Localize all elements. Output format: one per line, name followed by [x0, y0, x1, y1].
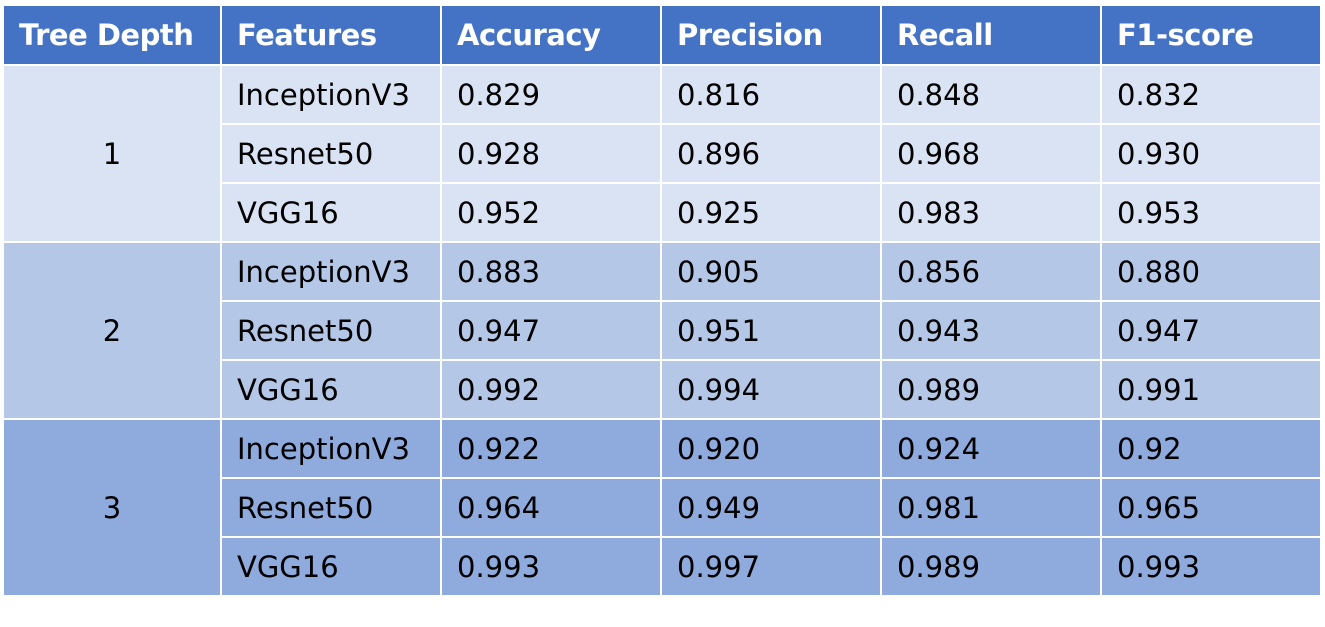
- precision-cell: 0.994: [660, 359, 882, 420]
- table-row: Resnet50 0.928 0.896 0.968 0.930: [3, 123, 1322, 184]
- feature-cell: InceptionV3: [220, 241, 442, 302]
- accuracy-cell: 0.964: [440, 477, 662, 538]
- feature-cell: InceptionV3: [220, 64, 442, 125]
- accuracy-cell: 0.952: [440, 182, 662, 243]
- header-row: Tree Depth Features Accuracy Precision R…: [2, 4, 1322, 66]
- f1-cell: 0.880: [1100, 241, 1322, 302]
- depth-cell: 1: [2, 64, 222, 243]
- f1-cell: 0.965: [1100, 477, 1322, 538]
- accuracy-cell: 0.829: [440, 64, 662, 125]
- header-recall: Recall: [880, 4, 1102, 66]
- precision-cell: 0.920: [660, 418, 882, 479]
- precision-cell: 0.816: [660, 64, 882, 125]
- table-row: VGG16 0.952 0.925 0.983 0.953: [3, 182, 1322, 243]
- precision-cell: 0.925: [660, 182, 882, 243]
- feature-cell: Resnet50: [220, 123, 442, 184]
- table-row: Resnet50 0.964 0.949 0.981 0.965: [3, 477, 1322, 538]
- accuracy-cell: 0.883: [440, 241, 662, 302]
- header-tree-depth: Tree Depth: [2, 4, 222, 66]
- precision-cell: 0.905: [660, 241, 882, 302]
- recall-cell: 0.848: [880, 64, 1102, 125]
- table-row: Resnet50 0.947 0.951 0.943 0.947: [3, 300, 1322, 361]
- accuracy-cell: 0.928: [440, 123, 662, 184]
- accuracy-cell: 0.947: [440, 300, 662, 361]
- f1-cell: 0.832: [1100, 64, 1322, 125]
- recall-cell: 0.943: [880, 300, 1102, 361]
- f1-cell: 0.953: [1100, 182, 1322, 243]
- header-f1-score: F1-score: [1100, 4, 1322, 66]
- feature-cell: VGG16: [220, 359, 442, 420]
- header-precision: Precision: [660, 4, 882, 66]
- recall-cell: 0.983: [880, 182, 1102, 243]
- header-features: Features: [220, 4, 442, 66]
- accuracy-cell: 0.992: [440, 359, 662, 420]
- feature-cell: VGG16: [220, 182, 442, 243]
- f1-cell: 0.947: [1100, 300, 1322, 361]
- precision-cell: 0.949: [660, 477, 882, 538]
- f1-cell: 0.930: [1100, 123, 1322, 184]
- feature-cell: Resnet50: [220, 477, 442, 538]
- precision-cell: 0.997: [660, 536, 882, 597]
- recall-cell: 0.856: [880, 241, 1102, 302]
- recall-cell: 0.968: [880, 123, 1102, 184]
- header-accuracy: Accuracy: [440, 4, 662, 66]
- accuracy-cell: 0.922: [440, 418, 662, 479]
- precision-cell: 0.896: [660, 123, 882, 184]
- feature-cell: Resnet50: [220, 300, 442, 361]
- accuracy-cell: 0.993: [440, 536, 662, 597]
- depth-cell: 2: [2, 241, 222, 420]
- feature-cell: VGG16: [220, 536, 442, 597]
- depth-cell: 3: [2, 418, 222, 597]
- table-row: VGG16 0.992 0.994 0.989 0.991: [3, 359, 1322, 420]
- recall-cell: 0.981: [880, 477, 1102, 538]
- f1-cell: 0.991: [1100, 359, 1322, 420]
- table-row: 3 InceptionV3 0.922 0.920 0.924 0.92: [2, 418, 1322, 597]
- results-table: Tree Depth Features Accuracy Precision R…: [2, 4, 1322, 597]
- feature-cell: InceptionV3: [220, 418, 442, 479]
- recall-cell: 0.924: [880, 418, 1102, 479]
- f1-cell: 0.993: [1100, 536, 1322, 597]
- table-row: 1 InceptionV3 0.829 0.816 0.848 0.832: [2, 64, 1322, 243]
- f1-cell: 0.92: [1100, 418, 1322, 479]
- precision-cell: 0.951: [660, 300, 882, 361]
- table-row: 2 InceptionV3 0.883 0.905 0.856 0.880: [2, 241, 1322, 420]
- recall-cell: 0.989: [880, 359, 1102, 420]
- recall-cell: 0.989: [880, 536, 1102, 597]
- table-row: VGG16 0.993 0.997 0.989 0.993: [3, 536, 1322, 597]
